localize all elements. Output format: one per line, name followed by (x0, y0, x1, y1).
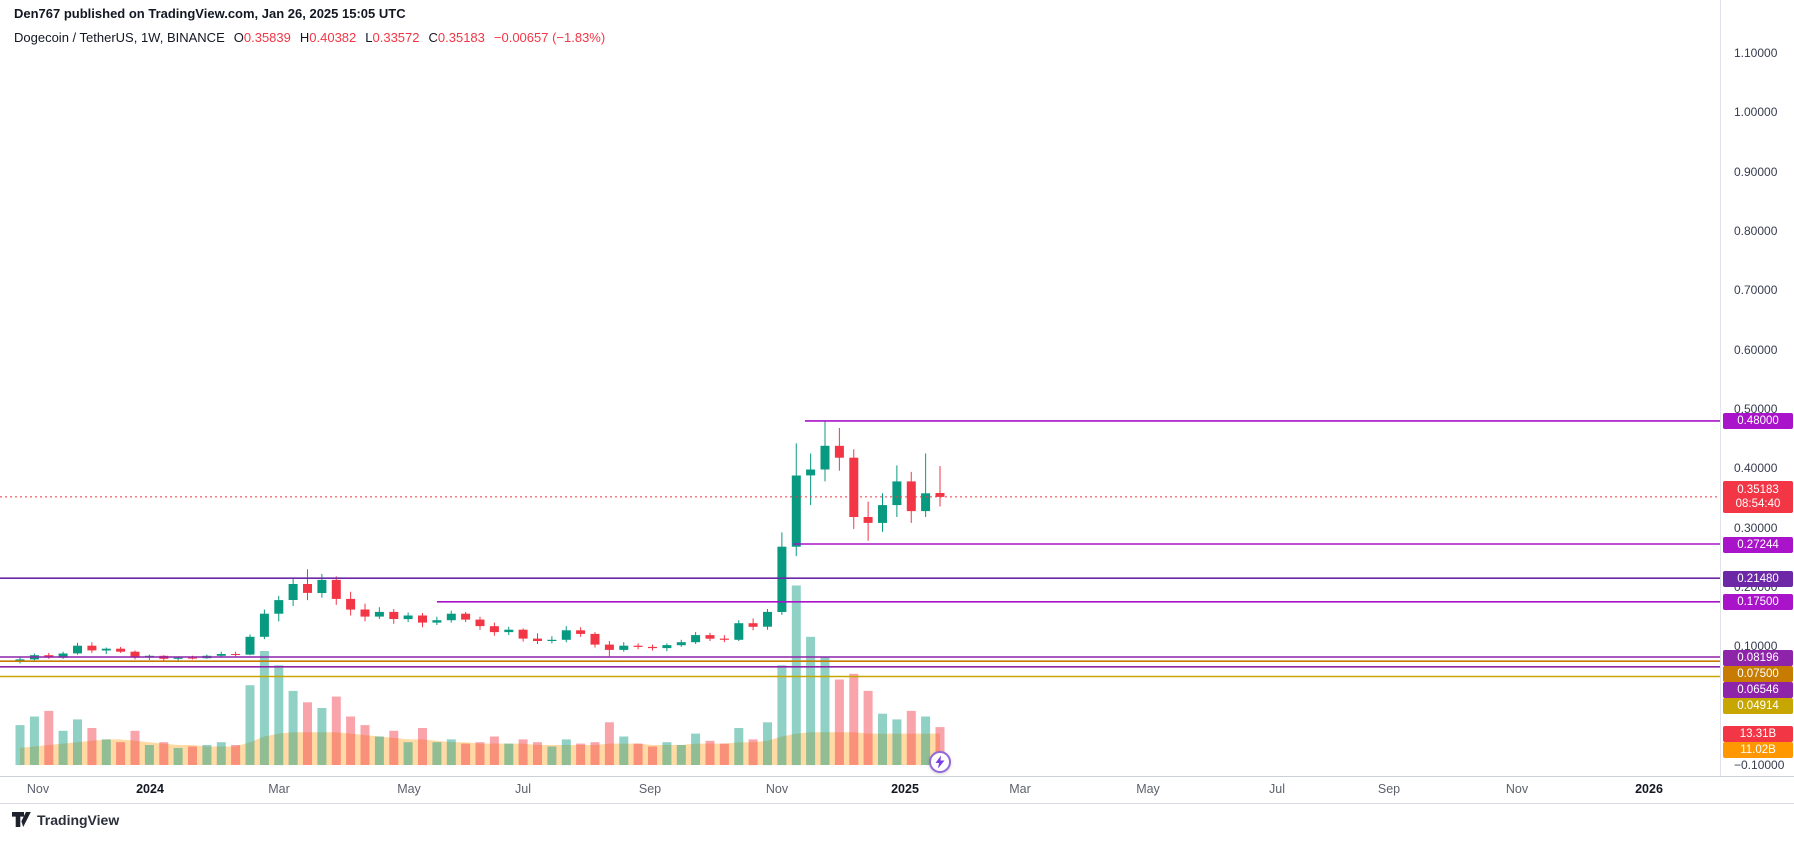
price-level-badge[interactable]: 0.27244 (1723, 537, 1793, 553)
volume-ma-area (20, 732, 940, 765)
volume-badge: 11.02B (1723, 742, 1793, 758)
price-tick-label: 0.50000 (1734, 401, 1778, 416)
time-axis-label: Jul (515, 782, 531, 796)
time-axis-label: Nov (765, 782, 789, 796)
price-tick-label: 0.80000 (1734, 223, 1778, 238)
flash-marker[interactable] (929, 751, 951, 773)
ohlc-high: H0.40382 (299, 30, 357, 45)
price-tick-label: 0.40000 (1734, 461, 1778, 476)
time-axis-label: Sep (1377, 782, 1401, 796)
lightning-icon (935, 755, 945, 769)
time-axis-label: Nov (26, 782, 50, 796)
time-axis-label: Jul (1269, 782, 1285, 796)
price-tick-label: 0.10000 (1734, 639, 1778, 654)
time-axis-label: Mar (1009, 782, 1031, 796)
price-tick-label: 0.30000 (1734, 520, 1778, 535)
current-price-value: 0.35183 (1737, 483, 1779, 496)
price-level-badge[interactable]: 0.06546 (1723, 682, 1793, 698)
tradingview-logo: TradingView (12, 811, 119, 828)
time-axis-label: 2025 (891, 782, 919, 796)
price-tick-label: 0.70000 (1734, 283, 1778, 298)
price-tick-label: 0.90000 (1734, 164, 1778, 179)
ohlc-open: O0.35839 (233, 30, 291, 45)
price-level-badge[interactable]: 0.08196 (1723, 650, 1793, 666)
time-axis-label: 2026 (1635, 782, 1663, 796)
time-axis-label: Sep (638, 782, 662, 796)
bar-countdown: 08:54:40 (1735, 498, 1781, 510)
volume-badge: 13.31B (1723, 726, 1793, 742)
tradingview-logo-text: TradingView (37, 811, 120, 828)
price-level-badge[interactable]: 0.17500 (1723, 594, 1793, 610)
time-axis-label: Nov (1505, 782, 1529, 796)
publication-attribution: Den767 published on TradingView.com, Jan… (14, 6, 406, 21)
volume-bars (15, 585, 945, 766)
price-change: −0.00657 (−1.83%) (493, 30, 606, 45)
price-level-badge[interactable]: 0.07500 (1723, 666, 1793, 682)
symbol-title[interactable]: Dogecoin / TetherUS, 1W, BINANCE (14, 30, 225, 45)
time-axis[interactable]: Nov 2024 Mar May Jul Sep Nov 2025 Mar May Jul Sep No… (0, 776, 1794, 804)
price-axis[interactable]: 1.10000 1.00000 0.90000 0.80000 0.70000 0.600… (1720, 0, 1794, 776)
time-axis-label: 2024 (136, 782, 164, 796)
ohlc-close: C0.35183 (428, 30, 485, 45)
symbol-header: Dogecoin / TetherUS, 1W, BINANCE O0.3583… (14, 30, 605, 45)
price-tick-label: 1.10000 (1734, 46, 1778, 60)
price-tick-label: 1.00000 (1734, 105, 1778, 120)
ohlc-low: L0.33572 (365, 30, 420, 45)
chart-canvas[interactable] (0, 0, 1720, 776)
time-axis-label: May (397, 782, 421, 796)
level-lines (0, 420, 1720, 678)
price-tick-label: −0.10000 (1734, 757, 1785, 772)
current-price-badge[interactable]: 0.35183 08:54:40 (1723, 481, 1793, 513)
candles (15, 420, 945, 664)
price-level-badge[interactable]: 0.48000 (1723, 413, 1793, 429)
price-tick-label: 0.60000 (1734, 342, 1778, 357)
time-axis-label: May (1136, 782, 1160, 796)
time-axis-label: Mar (268, 782, 290, 796)
tradingview-logo-icon (12, 812, 31, 827)
price-level-badge[interactable]: 0.21480 (1723, 571, 1793, 587)
price-level-badge[interactable]: 0.04914 (1723, 698, 1793, 714)
